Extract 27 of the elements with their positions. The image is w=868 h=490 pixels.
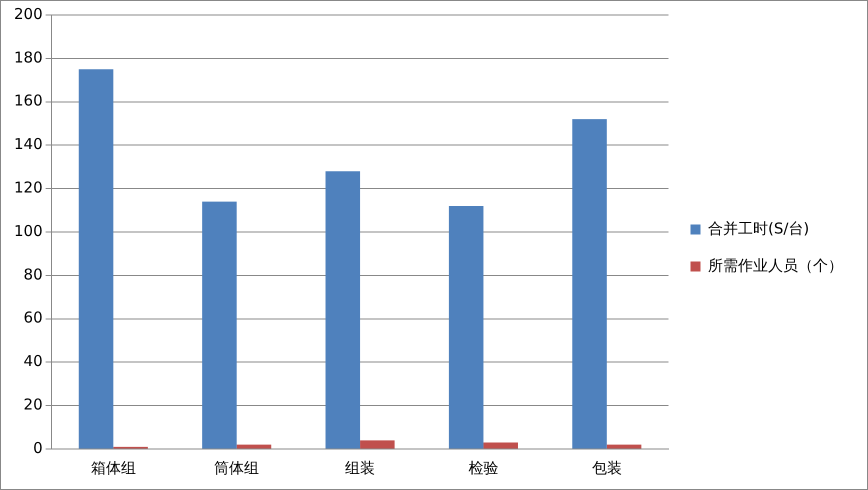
y-tick-label: 60 [24,308,43,327]
y-tick-label: 160 [14,92,43,110]
bar [360,440,395,448]
bar [202,202,237,448]
legend-label: 合并工时(S/台) [708,219,810,238]
bar [483,442,518,448]
y-tick-label: 100 [14,222,43,240]
y-tick-label: 20 [24,395,43,414]
bar [572,119,607,448]
y-tick-label: 180 [14,48,43,66]
bar [326,171,360,448]
y-tick-label: 80 [24,265,43,284]
bar [606,444,642,448]
x-tick-label: 箱体组 [90,458,136,477]
legend-label: 所需作业人员（个） [708,256,843,274]
y-tick-label: 0 [33,438,43,457]
x-tick-label: 组装 [345,458,376,477]
x-tick-label: 包装 [592,458,622,477]
bar [448,206,484,448]
bar [78,69,114,448]
bar [236,444,272,448]
x-tick-label: 检验 [468,458,498,477]
y-tick-label: 200 [14,4,43,23]
x-tick-label: 筒体组 [214,458,260,477]
y-tick-label: 40 [24,352,43,370]
y-tick-label: 120 [14,178,43,196]
y-tick-label: 140 [14,135,43,154]
